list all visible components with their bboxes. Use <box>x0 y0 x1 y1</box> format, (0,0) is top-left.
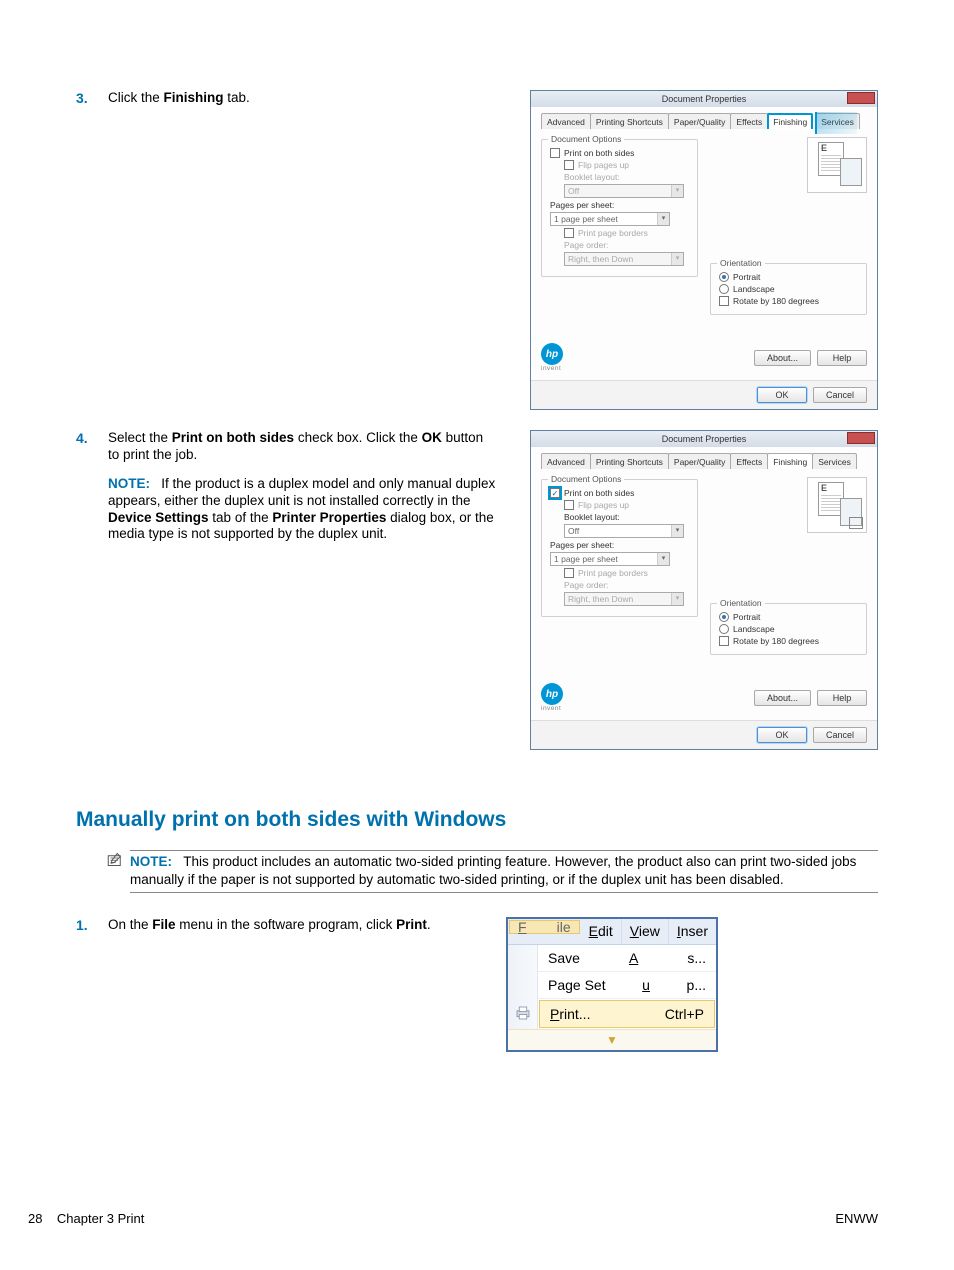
dialog-tabs: Advanced Printing Shortcuts Paper/Qualit… <box>541 453 867 469</box>
print-both-sides-checkbox[interactable] <box>550 148 560 158</box>
menu-item-print[interactable]: Print...Ctrl+P <box>539 1000 715 1028</box>
about-button[interactable]: About... <box>754 350 811 366</box>
close-icon[interactable] <box>847 432 875 444</box>
step-number: 4. <box>76 430 108 543</box>
print-borders-checkbox <box>564 568 574 578</box>
page-footer: 28 Chapter 3 Print ENWW <box>28 1211 878 1226</box>
page-order-select: Right, then Down▾ <box>564 252 684 266</box>
document-options-group: Document Options Print on both sides Fli… <box>541 139 698 277</box>
step-number: 1. <box>76 917 108 934</box>
page-preview <box>807 477 867 533</box>
dialog-tabs: Advanced Printing Shortcuts Paper/Qualit… <box>541 113 867 129</box>
note-icon <box>106 852 126 873</box>
tab-shortcuts[interactable]: Printing Shortcuts <box>590 453 669 469</box>
print-both-sides-checkbox[interactable] <box>550 488 560 498</box>
document-options-group: Document Options Print on both sides Fli… <box>541 479 698 617</box>
ok-button[interactable]: OK <box>757 727 807 743</box>
tab-paper[interactable]: Paper/Quality <box>668 453 732 469</box>
section-heading: Manually print on both sides with Window… <box>76 808 878 832</box>
menu-file[interactable]: File <box>509 920 580 934</box>
hp-logo-icon: hp <box>541 683 563 705</box>
tab-effects[interactable]: Effects <box>730 453 768 469</box>
step-text: Click the Finishing tab. <box>108 90 250 107</box>
orientation-group: Orientation Portrait Landscape Rotate by… <box>710 603 867 655</box>
cancel-button[interactable]: Cancel <box>813 727 867 743</box>
printer-properties-dialog: Document Properties Advanced Printing Sh… <box>530 90 878 410</box>
tab-services[interactable]: Services <box>812 453 857 469</box>
print-borders-checkbox <box>564 228 574 238</box>
step-text: Select the Print on both sides check box… <box>108 430 496 543</box>
help-button[interactable]: Help <box>817 350 867 366</box>
tab-effects[interactable]: Effects <box>730 113 768 129</box>
file-menu: File Edit View Inser Save As... Page Set… <box>506 917 718 1052</box>
menu-item-saveas[interactable]: Save As... <box>538 945 716 972</box>
dialog-titlebar: Document Properties <box>531 91 877 107</box>
printer-properties-dialog: Document Properties Advanced Printing Sh… <box>530 430 878 750</box>
orientation-group: Orientation Portrait Landscape Rotate by… <box>710 263 867 315</box>
tab-advanced[interactable]: Advanced <box>541 113 591 129</box>
rotate-checkbox[interactable] <box>719 636 729 646</box>
step-text: On the File menu in the software program… <box>108 917 431 934</box>
cancel-button[interactable]: Cancel <box>813 387 867 403</box>
about-button[interactable]: About... <box>754 690 811 706</box>
menu-view[interactable]: View <box>622 919 669 944</box>
portrait-radio[interactable] <box>719 612 729 622</box>
flip-icon <box>849 517 863 529</box>
section-note: NOTE: This product includes an automatic… <box>106 850 878 893</box>
page-preview <box>807 137 867 193</box>
tab-finishing[interactable]: Finishing <box>767 113 813 129</box>
menu-expand-icon[interactable]: ▼ <box>508 1029 716 1050</box>
note-label: NOTE: <box>108 476 150 491</box>
hp-logo-icon: hp <box>541 343 563 365</box>
note-label: NOTE: <box>130 854 172 869</box>
tab-paper[interactable]: Paper/Quality <box>668 113 732 129</box>
step-number: 3. <box>76 90 108 107</box>
portrait-radio[interactable] <box>719 272 729 282</box>
tab-finishing[interactable]: Finishing <box>767 453 813 469</box>
tab-advanced[interactable]: Advanced <box>541 453 591 469</box>
menu-edit[interactable]: Edit <box>581 919 622 944</box>
page-order-select: Right, then Down▾ <box>564 592 684 606</box>
menu-item-pagesetup[interactable]: Page Setup... <box>538 972 716 999</box>
menu-insert[interactable]: Inser <box>669 919 716 944</box>
pages-per-sheet-select[interactable]: 1 page per sheet▾ <box>550 552 670 566</box>
flip-pages-checkbox <box>564 160 574 170</box>
booklet-select: Off▾ <box>564 184 684 198</box>
printer-icon <box>513 1004 533 1022</box>
landscape-radio[interactable] <box>719 624 729 634</box>
close-icon[interactable] <box>847 92 875 104</box>
flip-pages-checkbox[interactable] <box>564 500 574 510</box>
rotate-checkbox[interactable] <box>719 296 729 306</box>
menu-bar: File Edit View Inser <box>508 919 716 945</box>
tab-shortcuts[interactable]: Printing Shortcuts <box>590 113 669 129</box>
booklet-select[interactable]: Off▾ <box>564 524 684 538</box>
landscape-radio[interactable] <box>719 284 729 294</box>
ok-button[interactable]: OK <box>757 387 807 403</box>
help-button[interactable]: Help <box>817 690 867 706</box>
dialog-titlebar: Document Properties <box>531 431 877 447</box>
pages-per-sheet-select[interactable]: 1 page per sheet▾ <box>550 212 670 226</box>
